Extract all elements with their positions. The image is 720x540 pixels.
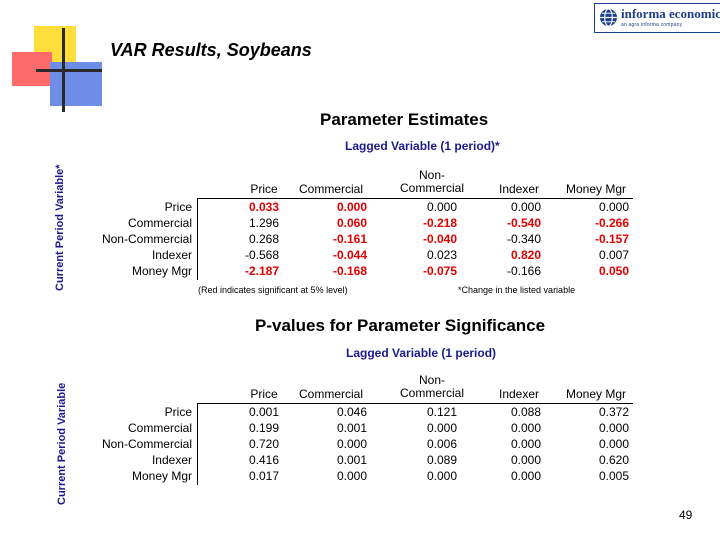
estimates-cell: -0.568: [244, 248, 279, 262]
pvalues-cell: 0.199: [248, 421, 279, 435]
estimates-cell: -2.187: [244, 264, 279, 278]
pvalues-cell: 0.000: [336, 437, 367, 451]
estimates-col-header: Non- Commercial: [399, 168, 464, 195]
estimates-cell: 0.000: [598, 200, 629, 214]
estimates-title: Parameter Estimates: [320, 110, 489, 129]
estimates-row-label: Price: [164, 200, 192, 214]
estimates-cell: 0.007: [598, 248, 629, 262]
pvalues-cell: 0.720: [248, 437, 279, 451]
pvalues-cell: 0.000: [426, 469, 457, 483]
estimates-row-label: Non-Commercial: [101, 232, 192, 246]
estimates-cell: -0.168: [332, 264, 367, 278]
pvalues-col-header: Indexer: [498, 387, 540, 401]
pvalues-cell: 0.001: [336, 453, 367, 467]
pvalues-cell: 0.121: [426, 405, 457, 419]
pvalues-cell: 0.000: [336, 469, 367, 483]
estimates-row-label: Money Mgr: [131, 264, 192, 278]
pvalues-col-header: Money Mgr: [565, 387, 627, 401]
pvalues-cell: 0.000: [598, 421, 629, 435]
estimates-cell: 0.820: [510, 248, 541, 262]
pvalues-cell: 0.620: [598, 453, 629, 467]
pvalues-title: P-values for Parameter Significance: [255, 316, 546, 335]
estimates-note-right: *Change in the listed variable: [458, 285, 576, 295]
pvalues-col-header: Price: [250, 387, 278, 401]
pvalues-cell: 0.005: [598, 469, 629, 483]
estimates-note-left: (Red indicates significant at 5% level): [198, 285, 348, 295]
pvalues-header-rule: [197, 403, 633, 404]
estimates-cell: 0.033: [248, 200, 279, 214]
estimates-row-label: Indexer: [151, 248, 192, 262]
pvalues-cell: 0.046: [336, 405, 367, 419]
pvalues-row-label: Indexer: [151, 453, 192, 467]
estimates-col-header: Indexer: [498, 182, 540, 196]
pvalues-cell: 0.000: [510, 469, 541, 483]
estimates-cell: 0.050: [598, 264, 629, 278]
estimates-cell: -0.044: [332, 248, 367, 262]
pvalues-cell: 0.000: [426, 421, 457, 435]
pvalues-cell: 0.088: [510, 405, 541, 419]
estimates-col-header: Price: [250, 182, 278, 196]
estimates-cell: -0.157: [594, 232, 629, 246]
estimates-cell: -0.040: [422, 232, 457, 246]
pvalues-cell: 0.000: [510, 421, 541, 435]
globe-icon: [599, 8, 618, 27]
pvalues-cell: 0.000: [598, 437, 629, 451]
estimates-row-label: Commercial: [127, 216, 192, 230]
pvalues-cell: 0.089: [426, 453, 457, 467]
estimates-cell: -0.075: [422, 264, 457, 278]
company-logo: informa economics an agra informa compan…: [594, 3, 720, 33]
estimates-header-rule: [197, 198, 633, 199]
pvalues-col-header: Non- Commercial: [399, 373, 464, 400]
pvalues-col-header: Commercial: [298, 387, 363, 401]
estimates-cell: 0.000: [336, 200, 367, 214]
pvalues-cell: 0.006: [426, 437, 457, 451]
estimates-cell: -0.218: [422, 216, 457, 230]
decor-horizontal-line: [36, 69, 102, 72]
estimates-cell: -0.340: [506, 232, 541, 246]
pvalues-row-rule: [197, 403, 198, 485]
estimates-row-rule: [197, 198, 198, 280]
pvalues-row-label: Commercial: [127, 421, 192, 435]
page-number: 49: [679, 508, 693, 522]
pvalues-cell: 0.416: [248, 453, 279, 467]
estimates-col-header: Money Mgr: [565, 182, 627, 196]
logo-tagline: an agra informa company: [621, 22, 683, 28]
estimates-cell: -0.166: [506, 264, 541, 278]
estimates-col-header: Commercial: [298, 182, 363, 196]
estimates-cell: 0.268: [248, 232, 279, 246]
estimates-cell: 0.060: [336, 216, 367, 230]
pvalues-cell: 0.372: [598, 405, 629, 419]
pvalues-cell: 0.000: [510, 437, 541, 451]
pvalues-lagged-label: Lagged Variable (1 period): [346, 346, 497, 360]
pvalues-cell: 0.017: [248, 469, 279, 483]
estimates-cell: -0.540: [506, 216, 541, 230]
estimates-cell: 0.000: [426, 200, 457, 214]
estimates-cell: 0.023: [426, 248, 457, 262]
estimates-cell: 0.000: [510, 200, 541, 214]
pvalues-cell: 0.001: [336, 421, 367, 435]
pvalues-row-label: Price: [164, 405, 192, 419]
pvalues-cell: 0.001: [248, 405, 279, 419]
slide-title: VAR Results, Soybeans: [110, 40, 312, 60]
logo-name: informa economics: [621, 6, 720, 21]
estimates-cell: -0.266: [594, 216, 629, 230]
estimates-cell: 1.296: [248, 216, 279, 230]
pvalues-row-label: Non-Commercial: [101, 437, 192, 451]
pvalues-row-label: Money Mgr: [131, 469, 192, 483]
pvalues-cell: 0.000: [510, 453, 541, 467]
estimates-lagged-label: Lagged Variable (1 period)*: [345, 139, 500, 153]
estimates-cell: -0.161: [332, 232, 367, 246]
